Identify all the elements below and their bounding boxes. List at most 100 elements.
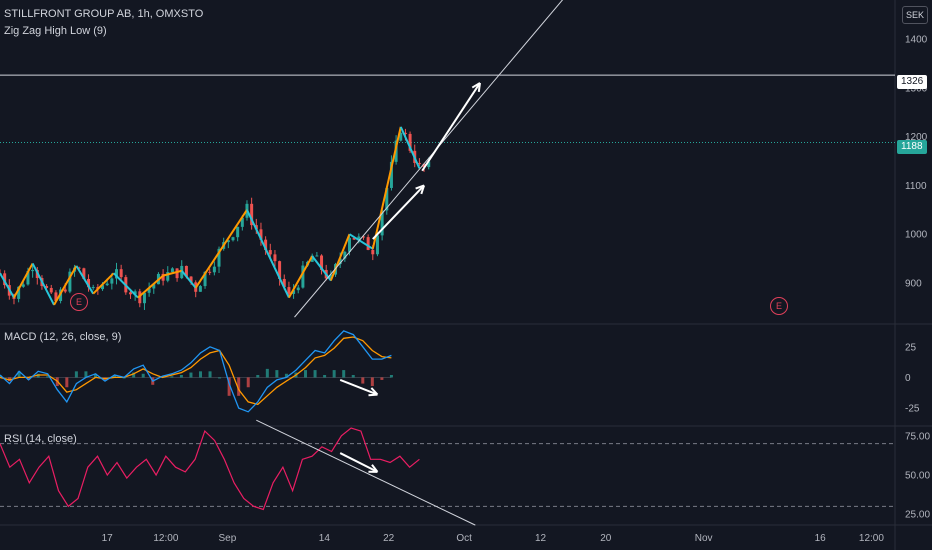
candle-body: [152, 284, 156, 289]
macd-histogram-bar: [27, 377, 31, 380]
candle-body: [282, 278, 286, 288]
candle-body: [110, 278, 114, 284]
candle-body: [417, 162, 421, 165]
candle-body: [133, 291, 137, 295]
last-price-badge: 1188: [897, 140, 927, 154]
macd-histogram-bar: [170, 376, 174, 378]
trend-arrow-head: [371, 464, 379, 473]
candle-body: [380, 210, 384, 236]
candle-body: [142, 292, 146, 304]
candle-body: [45, 286, 49, 288]
y-tick-label: 1200: [905, 132, 928, 143]
macd-histogram-bar: [132, 372, 136, 378]
rsi-title[interactable]: RSI (14, close): [4, 433, 77, 445]
candle-body: [371, 249, 375, 255]
macd-title[interactable]: MACD (12, 26, close, 9): [4, 331, 122, 343]
x-tick-label: 17: [102, 533, 114, 544]
candle-body: [403, 132, 407, 134]
candle-body: [217, 248, 221, 267]
macd-histogram-bar: [380, 377, 384, 380]
zigzag-segment: [246, 209, 290, 299]
macd-histogram-bar: [17, 371, 21, 378]
candle-body: [161, 273, 165, 281]
candle-body: [208, 271, 212, 273]
y-tick-label: 1400: [905, 35, 928, 46]
candle-body: [273, 254, 277, 262]
candle-body: [352, 237, 356, 240]
zigzag-segment: [348, 233, 374, 250]
macd-histogram-bar: [304, 370, 308, 378]
candle-body: [389, 161, 393, 188]
earnings-icon[interactable]: E: [70, 293, 88, 311]
zigzag-segment: [194, 209, 248, 289]
candle-body: [49, 287, 53, 293]
candle-body: [77, 267, 81, 269]
candle-body: [115, 269, 118, 279]
zigzag-segment: [288, 255, 314, 299]
candle-body: [184, 265, 188, 277]
x-tick-label: 14: [319, 533, 331, 544]
candle-body: [240, 217, 244, 227]
zigzag-segment: [137, 274, 164, 299]
zigzag-segment: [112, 272, 139, 299]
macd-histogram-bar: [93, 373, 97, 378]
trendline: [256, 419, 476, 526]
candle-body: [101, 285, 105, 290]
zigzag-segment: [311, 255, 332, 282]
trend-arrow: [421, 82, 481, 172]
currency-button[interactable]: SEK: [902, 6, 928, 24]
candle-body: [259, 229, 263, 240]
earnings-icon[interactable]: E: [770, 297, 788, 315]
macd-histogram-bar: [275, 370, 279, 378]
zigzag-segment: [31, 262, 55, 306]
candle-body: [366, 237, 370, 250]
candle-body: [268, 250, 272, 255]
candle-body: [236, 226, 240, 238]
candle-body: [203, 271, 207, 287]
candle-body: [119, 269, 123, 278]
candle-body: [329, 274, 333, 279]
candle-body: [348, 237, 351, 252]
x-tick-label: 12:00: [859, 533, 884, 544]
candle-body: [408, 133, 412, 151]
candle-body: [54, 292, 58, 301]
candle-body: [250, 203, 254, 226]
candle-body: [26, 271, 30, 285]
candle-body: [17, 286, 21, 299]
macd-histogram-bar: [208, 371, 212, 378]
zigzag-segment: [329, 233, 351, 281]
zigzag-segment: [13, 262, 34, 299]
macd-histogram-bar: [389, 375, 393, 378]
symbol-title[interactable]: STILLFRONT GROUP AB, 1h, OMXSTO: [4, 8, 204, 20]
macd-histogram-bar: [237, 377, 241, 396]
candle-body: [212, 266, 216, 273]
candle-body: [91, 287, 95, 289]
macd-histogram-bar: [246, 377, 250, 388]
macd-line: [0, 330, 392, 413]
candle-body: [310, 255, 314, 262]
macd-histogram-bar: [313, 370, 317, 378]
zigzag-segment: [180, 270, 197, 289]
trend-arrow: [339, 452, 378, 473]
candle-body: [361, 236, 365, 238]
macd-histogram-bar: [361, 377, 365, 384]
candle-body: [128, 292, 132, 295]
y-tick-label: 1000: [905, 230, 928, 241]
macd-histogram-bar: [256, 375, 260, 378]
candle-body: [292, 290, 296, 294]
candle-body: [338, 258, 342, 265]
zigzag-segment: [53, 265, 78, 306]
candle-body: [264, 239, 268, 251]
macd-histogram-bar: [342, 370, 346, 378]
candle-body: [3, 273, 7, 286]
y-tick-label: 900: [905, 278, 922, 289]
macd-histogram-bar: [351, 375, 355, 378]
candle-body: [31, 270, 35, 272]
macd-histogram-bar: [332, 370, 336, 378]
zigzag-segment: [162, 269, 182, 277]
rsi-line: [0, 427, 420, 511]
indicator-title[interactable]: Zig Zag High Low (9): [4, 25, 107, 37]
macd-histogram-bar: [218, 377, 222, 379]
